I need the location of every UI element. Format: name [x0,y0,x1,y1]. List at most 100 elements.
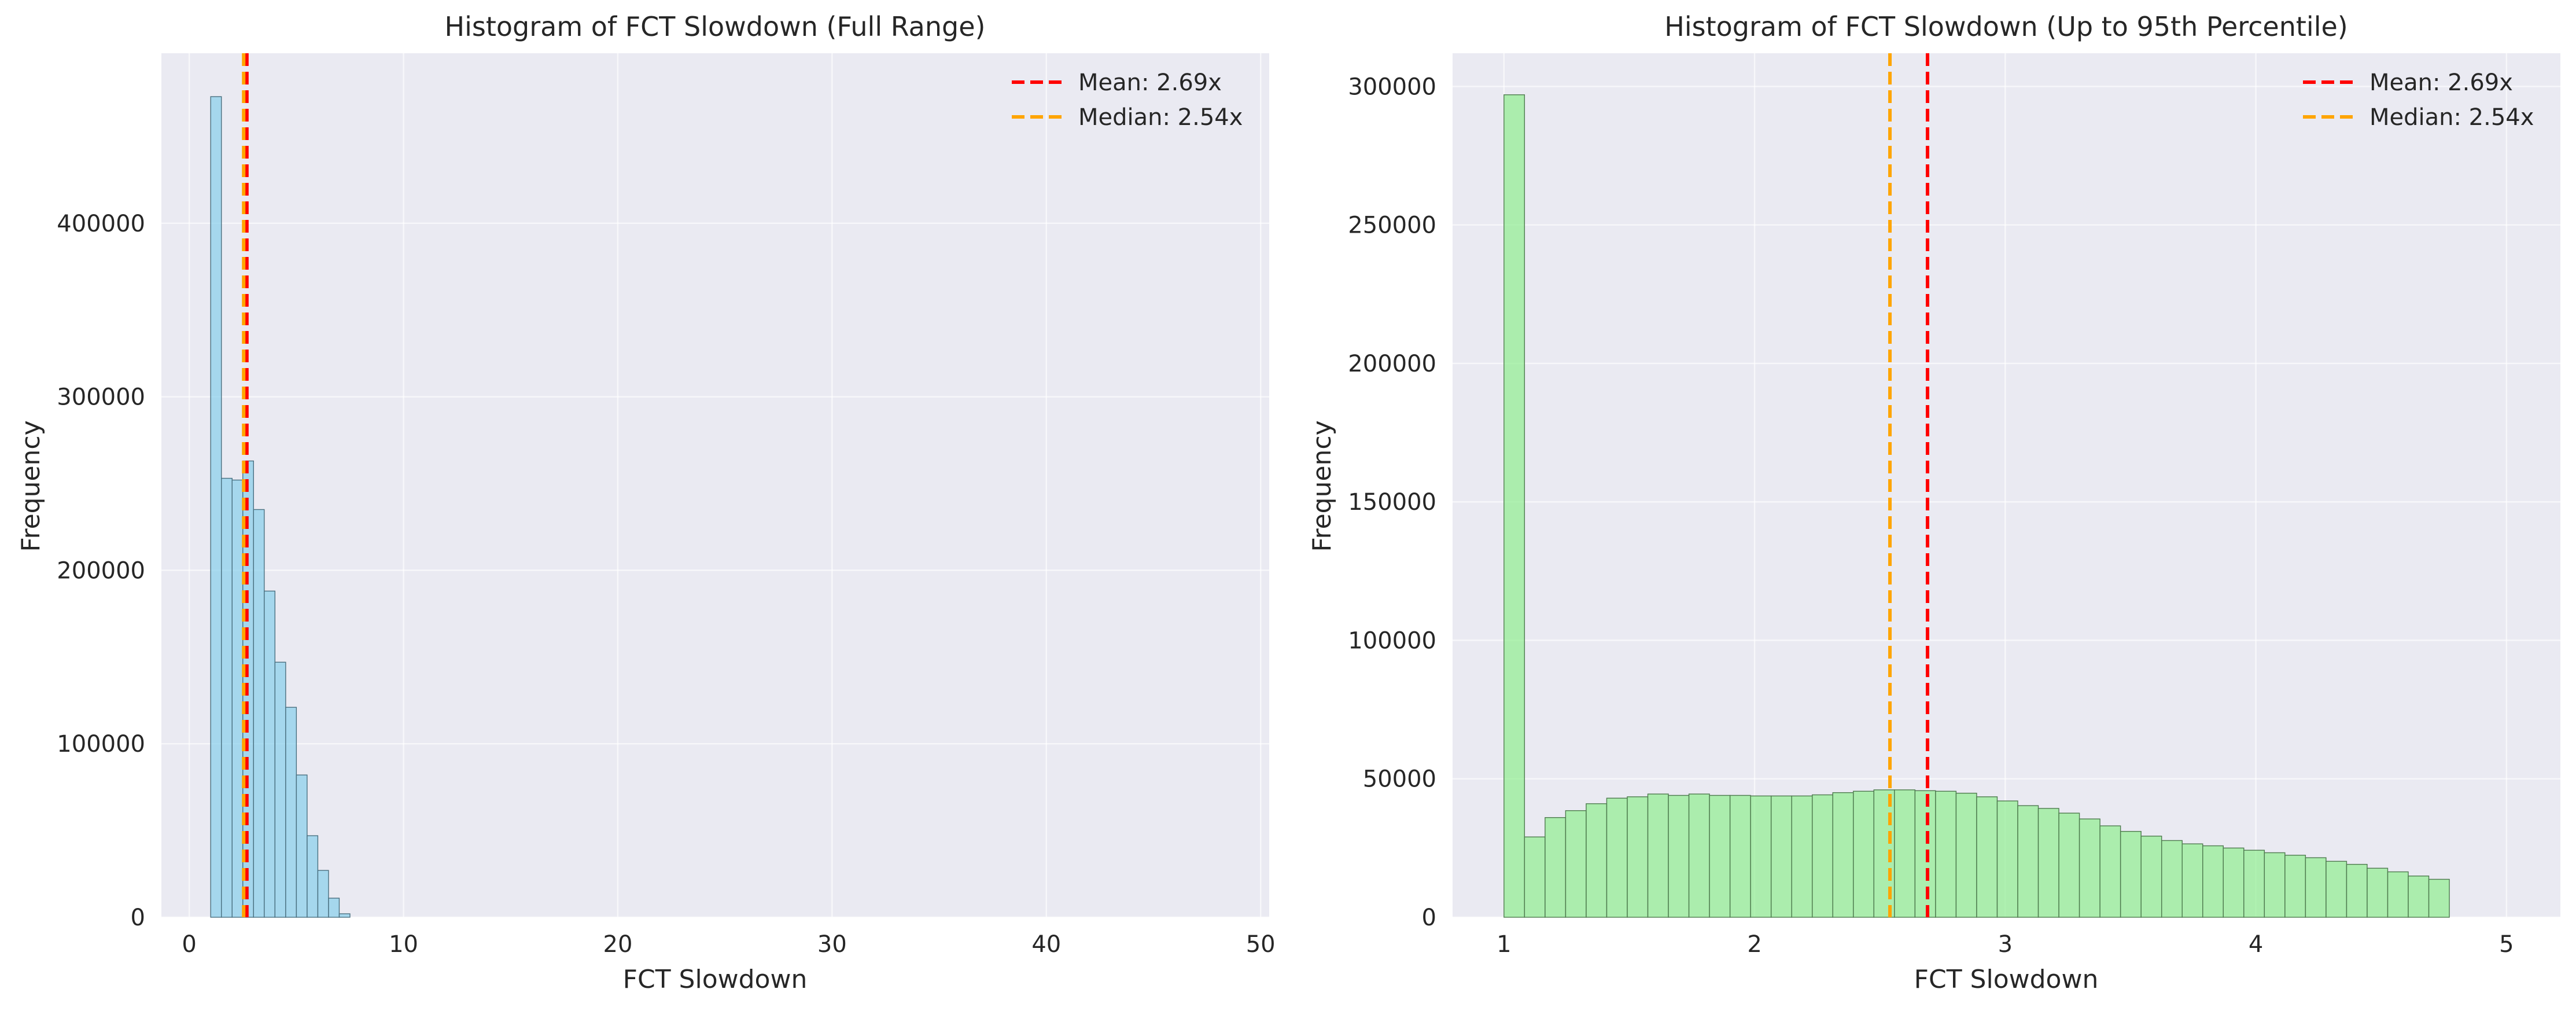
legend-left: Mean: 2.69x Median: 2.54x [1012,69,1243,131]
x-tick-label: 5 [2499,931,2514,958]
histogram-bar [1524,836,1546,918]
histogram-bar [1914,790,1936,918]
x-ticks-left: 0 10 20 30 40 50 [182,931,1275,958]
chart-left: 0 10 20 30 40 50 0 100000 200000 300000 400000 Hi… [16,11,1276,994]
histogram-bar [1709,795,1731,918]
histogram-bar [2284,855,2306,918]
histogram-bar [2264,852,2286,918]
histogram-bar [2428,878,2450,918]
legend-label: Median: 2.54x [2369,104,2534,131]
histogram-bar [2099,825,2121,918]
histogram-bar [1955,792,1977,918]
x-tick-label: 50 [1246,931,1276,958]
histogram-bar [1832,792,1854,918]
legend-label: Median: 2.54x [1078,104,1243,131]
histogram-bar [2243,850,2265,918]
x-tick-label: 30 [817,931,847,958]
chart-title-right: Histogram of FCT Slowdown (Up to 95th Pe… [1664,11,2347,42]
histogram-bar [2079,818,2100,918]
x-tick-label: 4 [2249,931,2263,958]
histogram-bar [2017,805,2039,918]
x-axis-label-left: FCT Slowdown [623,965,808,994]
histogram-bar [1770,795,1792,918]
histogram-bar [2181,843,2203,918]
x-ticks-right: 1 2 3 4 5 [1497,931,2514,958]
x-tick-label: 2 [1747,931,1761,958]
plot-area-right [1453,53,2560,917]
histogram-bar [2305,857,2327,918]
chart-title-left: Histogram of FCT Slowdown (Full Range) [445,11,986,42]
y-tick-label: 200000 [57,557,145,584]
y-ticks-right: 0 50000 100000 150000 200000 250000 300000 [1348,73,1436,931]
histogram-bar [231,479,244,918]
histogram-bar [1586,803,1608,918]
histogram-bar [2408,875,2430,918]
x-tick-label: 3 [1998,931,2013,958]
histogram-bar [1503,94,1525,918]
histogram-bar [1688,793,1710,918]
legend-label: Mean: 2.69x [2369,69,2513,96]
histogram-bar [338,913,351,918]
x-tick-label: 1 [1497,931,1511,958]
histogram-bar [2223,847,2245,918]
histogram-bar [274,661,286,918]
histogram-bar [317,870,329,918]
x-tick-label: 40 [1031,931,1061,958]
x-tick-label: 10 [389,931,418,958]
x-tick-label: 0 [182,931,196,958]
y-axis-label-left: Frequency [16,420,46,552]
y-tick-label: 400000 [57,211,145,237]
histogram-bar [1750,795,1772,918]
bars-right [1503,94,2450,918]
vlines-left [242,53,249,917]
histogram-bar [2387,871,2409,918]
histogram-bar [210,96,222,918]
histogram-bar [307,835,319,918]
histogram-bar [1812,794,1833,918]
histogram-bar [1627,796,1649,918]
y-tick-label: 200000 [1348,351,1436,377]
histogram-bar [2037,808,2059,918]
chart-right: 1 2 3 4 5 0 50000 100000 150000 200000 250000 3000… [1307,11,2560,994]
histogram-bar [1791,795,1813,918]
vlines-right [1888,53,1930,917]
y-ticks-left: 0 100000 200000 300000 400000 [57,211,145,931]
histogram-bar [2326,861,2347,918]
y-tick-label: 100000 [57,731,145,758]
plot-area-left [161,53,1269,917]
y-tick-label: 300000 [1348,73,1436,100]
histogram-bar [1729,795,1751,918]
histogram-bar [2202,845,2224,918]
histogram-bar [285,707,297,918]
y-tick-label: 300000 [57,384,145,411]
histogram-bar [1647,793,1669,918]
histogram-bar [264,590,276,918]
histogram-bar [2346,863,2368,918]
histogram-bar [2367,867,2389,918]
histogram-bar [328,898,340,918]
y-tick-label: 250000 [1348,212,1436,239]
y-tick-label: 0 [131,905,145,931]
histogram-bar [1565,810,1587,918]
histogram-bar [1545,817,1567,918]
legend-right: Mean: 2.69x Median: 2.54x [2303,69,2534,131]
y-tick-label: 0 [1422,905,1436,931]
legend-label: Mean: 2.69x [1078,69,1222,96]
histogram-bar [2120,830,2142,918]
histogram-bar [1606,797,1628,918]
histogram-bar [2140,836,2162,918]
histogram-bar [253,509,265,918]
y-tick-label: 100000 [1348,627,1436,654]
histogram-bar [296,774,308,918]
histogram-bar [1853,791,1875,918]
histogram-bar [1996,800,2018,918]
histogram-bar [2058,813,2080,918]
histogram-bar [1894,789,1916,918]
y-tick-label: 150000 [1348,489,1436,516]
histogram-bar [221,477,233,918]
x-tick-label: 20 [603,931,633,958]
histogram-bar [1935,791,1957,918]
histogram-bar [1976,796,1998,918]
y-tick-label: 50000 [1363,766,1436,793]
